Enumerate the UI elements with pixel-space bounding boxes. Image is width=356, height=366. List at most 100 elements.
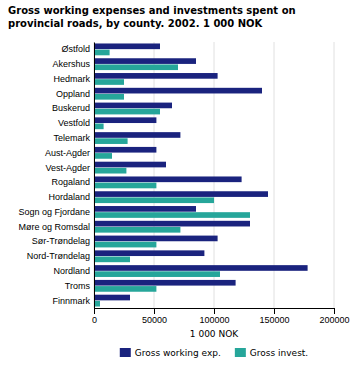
bar [94,221,250,227]
y-tick: Rogaland [51,177,94,187]
y-tick-label: Troms [65,281,91,291]
bar [94,138,128,144]
y-tick: Aust-Agder [45,148,94,158]
bars [94,43,308,306]
y-tick: Nord-Trøndelag [27,251,94,261]
bar [94,236,218,242]
bar [94,286,156,292]
bar [94,250,204,256]
bar [94,58,196,64]
legend-swatch [120,348,131,357]
x-tick: 200000 [319,308,349,325]
y-tick: Finnmark [52,295,94,305]
bar [94,176,242,182]
bar [94,265,308,271]
bar [94,109,160,115]
bar [94,295,130,301]
x-tick-label: 100000 [199,315,229,325]
legend-item: Gross invest. [235,348,308,358]
bar [94,64,178,70]
x-tick-label: 150000 [259,315,289,325]
x-tick-mark [334,308,335,314]
grid [94,42,334,308]
y-tick: Akershus [52,59,94,69]
y-tick-label: Østfold [61,44,90,54]
x-tick-label: 50000 [142,315,167,325]
y-tick: Buskerud [52,103,94,113]
x-axis: 0 50000 100000 150000 200000 [92,308,350,325]
bar [94,103,172,109]
bar [94,153,112,159]
x-tick-mark [94,308,95,314]
title-line: Gross working expenses and investments s… [8,5,296,16]
bar [94,73,218,79]
x-tick-mark [154,308,155,314]
y-tick-label: Aust-Agder [45,148,90,158]
y-tick-label: Møre og Romsdal [18,222,90,232]
bar [94,257,130,263]
plot: 0 50000 100000 150000 200000 Østfold Akershus H… [18,42,349,339]
y-tick: Vest-Agder [45,162,94,172]
bar [94,227,180,233]
bar [94,183,156,189]
y-tick-label: Vestfold [58,118,90,128]
legend: Gross working exp. Gross invest. [120,348,308,358]
y-tick-label: Nordland [53,266,90,276]
y-tick-label: Buskerud [52,103,90,113]
bar [94,43,160,49]
x-tick-mark [214,308,215,314]
y-tick: Sogn og Fjordane [18,207,94,217]
y-tick: Hordaland [48,192,94,202]
bar [94,168,126,174]
legend-swatch [235,348,246,357]
bar [94,212,250,218]
y-tick: Vestfold [58,118,94,128]
x-tick: 150000 [259,308,289,325]
y-tick: Nordland [53,266,94,276]
bar [94,197,214,203]
legend-label: Gross invest. [250,348,308,358]
bar [94,280,236,286]
y-tick-label: Telemark [53,133,90,143]
x-axis-title: 1 000 NOK [190,329,239,339]
bar [94,132,180,138]
x-axis-line [95,309,335,315]
chart: Gross working expenses and investments s… [0,0,356,366]
series [94,43,308,300]
bar [94,242,156,248]
bar [94,79,124,85]
y-tick-label: Vest-Agder [45,162,90,172]
title: Gross working expenses and investments s… [8,5,296,29]
y-tick: Troms [65,281,94,291]
y-tick-label: Sør-Trøndelag [32,236,90,246]
y-tick-label: Akershus [52,59,90,69]
bar [94,147,156,153]
x-tick-mark [274,308,275,314]
x-tick-label: 200000 [319,315,349,325]
grid-line [94,42,95,308]
y-tick-label: Nord-Trøndelag [27,251,90,261]
y-tick: Sør-Trøndelag [32,236,94,246]
x-tick: 50000 [142,308,167,325]
y-tick: Møre og Romsdal [18,222,94,232]
legend-item: Gross working exp. [120,348,221,358]
x-tick-label: 0 [92,315,97,325]
y-tick-label: Rogaland [51,177,90,187]
bar [94,50,110,56]
legend-label: Gross working exp. [135,348,221,358]
bar [94,191,268,197]
bar [94,94,124,100]
y-tick-label: Finnmark [52,295,90,305]
y-tick-label: Oppland [56,89,90,99]
y-tick: Hedmark [53,74,94,84]
bar [94,124,104,130]
y-tick: Telemark [53,133,94,143]
y-tick: Oppland [56,89,94,99]
y-axis: Østfold Akershus Hedmark Oppland Buskerud Ves… [18,43,94,309]
y-tick-label: Hedmark [53,74,90,84]
bar [94,117,156,123]
bar [94,88,262,94]
grid-line [334,42,335,308]
y-tick: Østfold [61,44,94,54]
series [94,50,250,307]
